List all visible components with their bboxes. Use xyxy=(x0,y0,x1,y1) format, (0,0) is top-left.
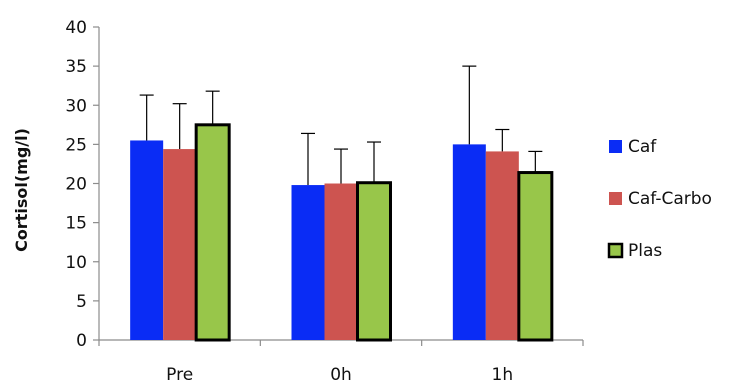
legend-swatch-caf xyxy=(609,140,622,153)
y-tick-label: 5 xyxy=(76,292,87,312)
x-category-label: 1h xyxy=(492,365,514,385)
y-tick-label: 25 xyxy=(65,135,87,155)
legend-label: Caf xyxy=(628,137,657,157)
bar-caf-carbo xyxy=(163,149,197,340)
y-tick-label: 15 xyxy=(65,214,87,234)
bar-plas xyxy=(517,171,554,342)
bar-plas xyxy=(194,123,231,342)
y-tick-label: 20 xyxy=(65,175,87,195)
x-category-label: 0h xyxy=(330,365,352,385)
y-tick-label: 0 xyxy=(76,331,87,351)
bar-caf xyxy=(130,140,164,340)
plot-area: 0 5 10 15 20 25 30 35 40 Pre 0h 1h xyxy=(65,18,584,385)
bar-caf-carbo xyxy=(324,183,358,340)
y-tick-label: 10 xyxy=(65,253,87,273)
y-tick-label: 35 xyxy=(65,57,87,77)
bar-caf-carbo xyxy=(485,151,519,340)
legend-swatch-caf-carbo xyxy=(609,192,622,205)
y-tick-label: 40 xyxy=(65,18,87,38)
legend: Caf Caf-Carbo Plas xyxy=(607,137,712,261)
legend-label: Caf-Carbo xyxy=(628,189,712,209)
x-category-label: Pre xyxy=(166,365,193,385)
bar-caf xyxy=(291,185,325,340)
y-axis-title: Cortisol(mg/l) xyxy=(12,128,31,252)
legend-label: Plas xyxy=(628,241,662,261)
y-tick-label: 30 xyxy=(65,96,87,116)
bar-caf xyxy=(452,144,486,340)
legend-swatch-plas xyxy=(607,242,624,259)
bar-plas xyxy=(356,181,392,342)
